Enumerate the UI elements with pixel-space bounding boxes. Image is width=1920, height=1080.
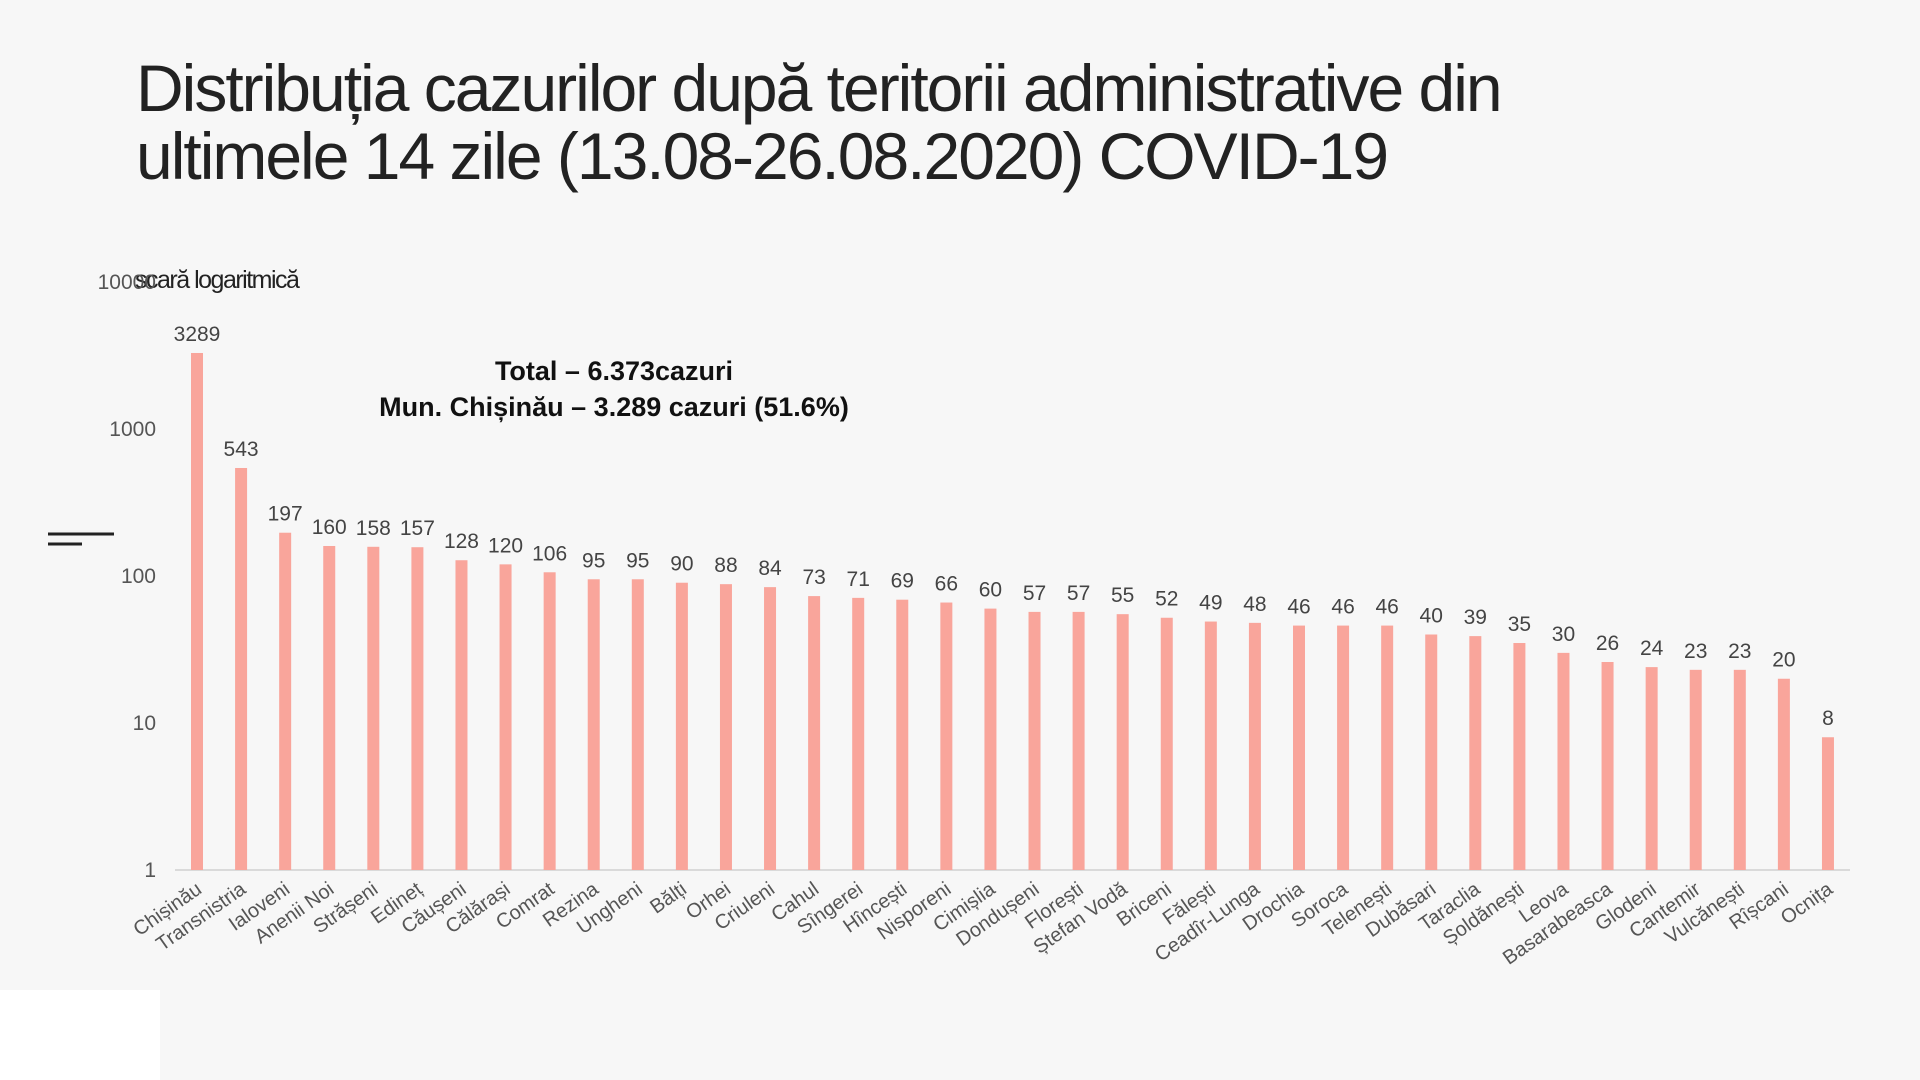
bar xyxy=(279,532,292,870)
data-label: 84 xyxy=(758,557,782,580)
data-label: 160 xyxy=(312,516,347,539)
bar xyxy=(852,597,865,870)
data-label: 49 xyxy=(1199,592,1222,615)
bar xyxy=(940,602,953,870)
bar xyxy=(1293,625,1305,870)
data-label: 158 xyxy=(356,517,391,540)
category-label: Bălți xyxy=(646,878,690,918)
data-label: 26 xyxy=(1596,632,1619,655)
data-label: 46 xyxy=(1287,596,1310,619)
data-label: 30 xyxy=(1552,623,1575,646)
data-label: 157 xyxy=(400,517,435,540)
y-tick-label: 1 xyxy=(144,859,156,882)
data-label: 88 xyxy=(714,554,737,577)
bar xyxy=(1160,617,1173,870)
annotation-total: Total – 6.373cazuri xyxy=(495,356,733,386)
data-label: 3289 xyxy=(174,323,221,346)
data-label: 52 xyxy=(1155,588,1178,611)
bar xyxy=(1381,625,1394,870)
data-label: 24 xyxy=(1640,637,1664,660)
bar xyxy=(191,352,203,871)
data-label: 106 xyxy=(532,542,567,565)
data-label: 8 xyxy=(1822,707,1834,730)
data-label: 197 xyxy=(268,503,303,526)
data-label: 55 xyxy=(1111,584,1134,607)
bar xyxy=(543,572,556,870)
annotation-chisinau: Mun. Chișinău – 3.289 cazuri (51.6%) xyxy=(379,392,849,422)
bars xyxy=(191,352,1834,871)
bar xyxy=(587,579,600,870)
bar xyxy=(984,608,997,870)
data-label: 46 xyxy=(1331,596,1354,619)
data-label: 40 xyxy=(1420,604,1443,627)
bar xyxy=(1601,661,1614,870)
bar xyxy=(499,564,512,870)
data-label: 20 xyxy=(1772,649,1795,672)
scale-note: scară logaritmică xyxy=(135,266,300,294)
data-label: 95 xyxy=(626,549,649,572)
bar xyxy=(367,546,380,870)
data-label: 35 xyxy=(1508,613,1531,636)
bar xyxy=(896,599,909,870)
data-label: 39 xyxy=(1464,606,1487,629)
bar xyxy=(1425,634,1438,870)
bar xyxy=(1072,611,1085,870)
bar xyxy=(1204,621,1217,870)
bar xyxy=(1821,737,1834,870)
bar xyxy=(411,547,424,870)
bar xyxy=(323,545,336,870)
bar xyxy=(1557,652,1570,870)
data-label: 95 xyxy=(582,549,605,572)
bar xyxy=(1733,669,1746,870)
data-label: 57 xyxy=(1067,582,1090,605)
bar xyxy=(1645,667,1658,870)
bar xyxy=(1116,614,1129,870)
data-label: 69 xyxy=(891,570,914,593)
category-label: Ocnița xyxy=(1777,878,1838,930)
bar xyxy=(808,596,821,870)
bar xyxy=(631,579,644,870)
bar xyxy=(675,582,688,870)
data-label: 71 xyxy=(847,568,870,591)
data-labels: 3289 543 197 160 158 157 128 120 106 95 95 90 88 84 73… xyxy=(174,323,1834,730)
data-label: 128 xyxy=(444,530,479,553)
bar xyxy=(1513,643,1526,870)
data-label: 57 xyxy=(1023,582,1046,605)
white-corner xyxy=(0,990,160,1080)
data-label: 90 xyxy=(670,553,693,576)
y-axis: 1 10 100 1000 10000 xyxy=(98,271,156,882)
data-label: 23 xyxy=(1684,640,1707,663)
data-label: 73 xyxy=(802,566,825,589)
data-label: 48 xyxy=(1243,593,1266,616)
bar xyxy=(764,587,777,870)
bar xyxy=(455,560,468,870)
y-tick-label: 10000 xyxy=(98,271,156,294)
bar xyxy=(1777,678,1790,870)
data-label: 60 xyxy=(979,579,1002,602)
chart-title: Distribuția cazurilor după teritorii adm… xyxy=(136,51,1503,193)
y-tick-label: 1000 xyxy=(109,418,156,441)
bar xyxy=(1028,611,1041,870)
y-tick-label: 100 xyxy=(121,565,156,588)
data-label: 120 xyxy=(488,534,523,557)
data-label: 543 xyxy=(224,438,259,461)
data-label: 66 xyxy=(935,573,958,596)
y-tick-label: 10 xyxy=(133,712,156,735)
data-label: 46 xyxy=(1375,596,1398,619)
bar xyxy=(1689,669,1702,870)
bar xyxy=(1469,636,1482,870)
bar xyxy=(1248,622,1261,870)
bar xyxy=(719,584,732,870)
bar xyxy=(235,467,248,870)
data-label: 23 xyxy=(1728,640,1751,663)
decorative-lines xyxy=(48,532,114,546)
bar xyxy=(1337,625,1350,870)
